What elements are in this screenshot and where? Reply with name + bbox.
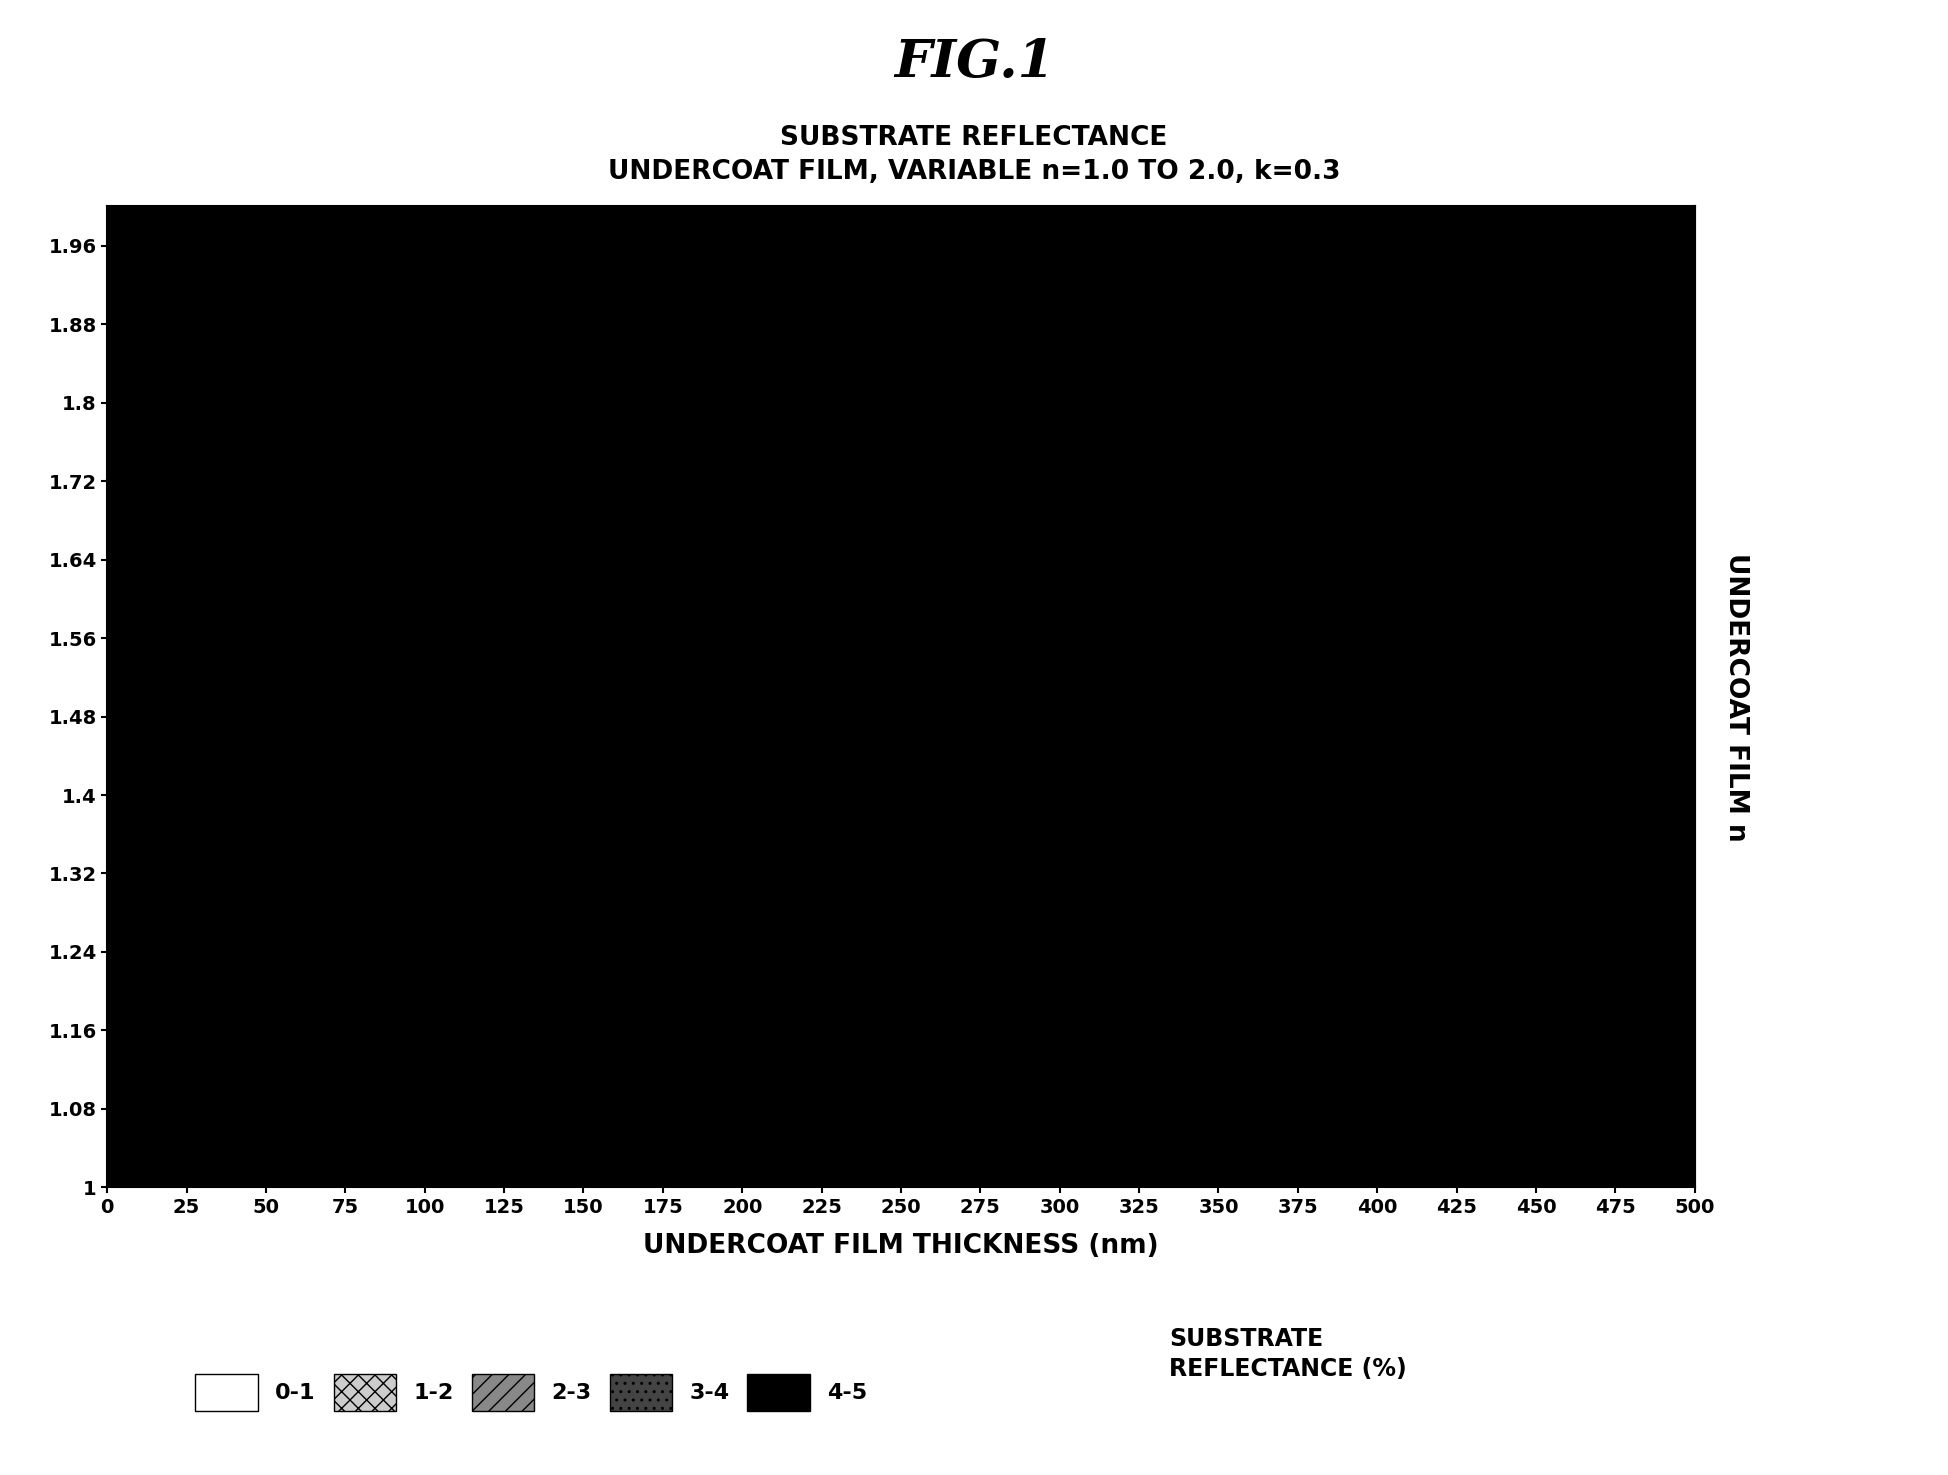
X-axis label: UNDERCOAT FILM THICKNESS (nm): UNDERCOAT FILM THICKNESS (nm) bbox=[643, 1233, 1159, 1260]
Text: SUBSTRATE
REFLECTANCE (%): SUBSTRATE REFLECTANCE (%) bbox=[1169, 1328, 1406, 1381]
Legend: 0-1, 1-2, 2-3, 3-4, 4-5: 0-1, 1-2, 2-3, 3-4, 4-5 bbox=[187, 1364, 877, 1419]
Text: SUBSTRATE REFLECTANCE
UNDERCOAT FILM, VARIABLE n=1.0 TO 2.0, k=0.3: SUBSTRATE REFLECTANCE UNDERCOAT FILM, VA… bbox=[608, 125, 1340, 186]
Y-axis label: UNDERCOAT FILM n: UNDERCOAT FILM n bbox=[1722, 553, 1749, 841]
Text: FIG.1: FIG.1 bbox=[894, 37, 1054, 88]
